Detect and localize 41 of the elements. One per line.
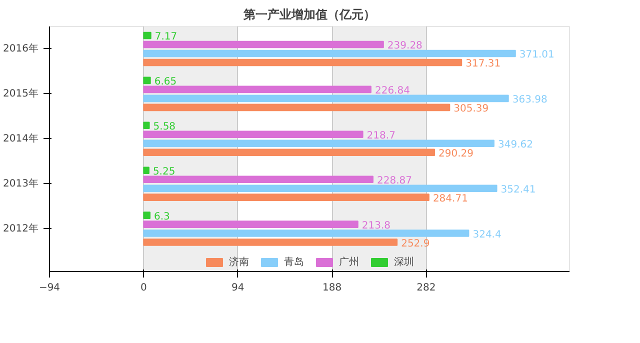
x-tick-label: 0 (140, 282, 147, 294)
y-tick-label: 2014年 (3, 132, 39, 144)
y-tick-label: 2013年 (3, 177, 39, 190)
x-tick-label: 188 (322, 282, 342, 294)
data-label: 218.7 (366, 130, 396, 142)
data-label: 252.9 (401, 238, 430, 250)
data-label: 363.98 (512, 94, 548, 106)
legend-label: 广州 (339, 256, 359, 269)
chart-title: 第一产业增加值（亿元） (242, 8, 376, 22)
legend-label: 深圳 (394, 256, 414, 269)
legend-label: 青岛 (284, 256, 304, 269)
bar (143, 50, 516, 58)
data-label: 352.41 (500, 184, 536, 196)
bar (143, 230, 470, 237)
data-label: 228.87 (377, 175, 412, 186)
x-tick-label: −94 (38, 282, 60, 294)
data-label: 324.4 (472, 229, 502, 240)
data-label: 7.17 (154, 31, 178, 42)
data-label: 290.29 (438, 148, 474, 160)
data-label: 213.8 (362, 220, 391, 232)
data-label: 5.58 (153, 121, 176, 132)
data-label: 349.62 (498, 139, 533, 150)
y-tick-label: 2016年 (3, 42, 39, 54)
bar (143, 184, 498, 192)
data-label: 305.39 (454, 103, 489, 114)
x-tick-label: 94 (232, 282, 244, 294)
data-label: 5.25 (152, 166, 176, 178)
data-label: 284.71 (432, 193, 468, 204)
data-label: 226.84 (374, 85, 410, 96)
data-label: 239.28 (387, 40, 422, 52)
bar (143, 94, 509, 102)
x-tick-label: 282 (416, 282, 436, 294)
legend-label: 济南 (229, 256, 249, 269)
y-tick-label: 2012年 (3, 222, 39, 234)
bar (143, 58, 462, 66)
data-label: 6.65 (154, 76, 177, 88)
y-tick-label: 2015年 (3, 87, 39, 100)
bar (143, 140, 494, 148)
data-label: 371.01 (519, 49, 554, 60)
data-label: 317.31 (466, 58, 501, 70)
data-label: 6.3 (154, 211, 170, 222)
